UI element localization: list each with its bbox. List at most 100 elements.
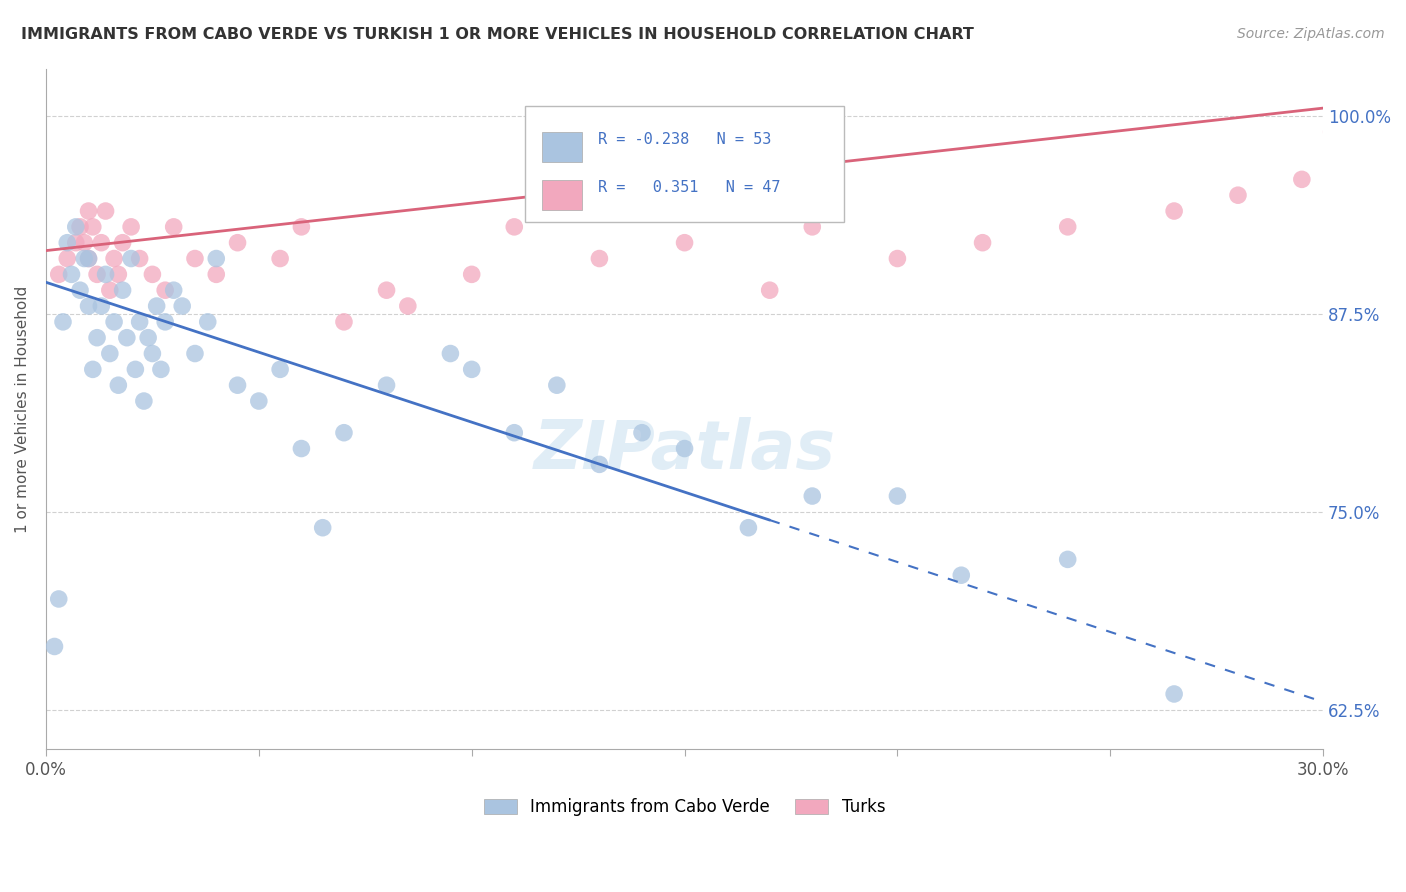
Text: R =   0.351   N = 47: R = 0.351 N = 47 — [598, 180, 780, 195]
Y-axis label: 1 or more Vehicles in Household: 1 or more Vehicles in Household — [15, 285, 30, 533]
Point — [56, 235, 79, 250]
Point — [205, 252, 228, 266]
Text: IMMIGRANTS FROM CABO VERDE VS TURKISH 1 OR MORE VEHICLES IN HOUSEHOLD CORRELATIO: IMMIGRANTS FROM CABO VERDE VS TURKISH 1 … — [21, 27, 974, 42]
Point — [77, 252, 100, 266]
Point — [107, 378, 129, 392]
Point — [128, 252, 150, 266]
Point — [1163, 687, 1185, 701]
Point — [1337, 93, 1360, 107]
Point — [503, 219, 526, 234]
Point — [77, 299, 100, 313]
Point — [86, 268, 108, 282]
Point — [396, 299, 419, 313]
Point — [77, 252, 100, 266]
Point — [673, 442, 696, 456]
Point — [312, 521, 335, 535]
Point — [333, 315, 356, 329]
FancyBboxPatch shape — [524, 106, 844, 222]
Point — [226, 378, 249, 392]
Point — [172, 299, 194, 313]
Point — [107, 268, 129, 282]
Point — [103, 315, 125, 329]
Point — [758, 283, 780, 297]
Point — [950, 568, 973, 582]
Point — [886, 489, 908, 503]
Point — [153, 283, 176, 297]
Point — [1056, 219, 1078, 234]
Point — [1227, 188, 1250, 202]
Point — [460, 362, 482, 376]
Point — [1350, 109, 1372, 123]
Point — [886, 252, 908, 266]
Point — [132, 394, 155, 409]
Point — [98, 346, 121, 360]
Point — [184, 346, 207, 360]
Point — [972, 235, 994, 250]
Point — [73, 235, 96, 250]
Point — [1341, 93, 1364, 107]
Point — [1163, 204, 1185, 219]
Point — [1056, 552, 1078, 566]
Point — [52, 315, 75, 329]
Point — [128, 315, 150, 329]
Point — [149, 362, 172, 376]
Point — [90, 235, 112, 250]
Point — [801, 489, 824, 503]
Text: Source: ZipAtlas.com: Source: ZipAtlas.com — [1237, 27, 1385, 41]
Point — [82, 362, 104, 376]
Point — [48, 591, 70, 606]
Point — [145, 299, 167, 313]
Point — [120, 252, 142, 266]
Point — [184, 252, 207, 266]
Point — [205, 268, 228, 282]
Point — [124, 362, 146, 376]
Bar — [541, 132, 582, 161]
Point — [588, 252, 610, 266]
Point — [1346, 101, 1368, 115]
Point — [44, 640, 66, 654]
Point — [333, 425, 356, 440]
Point — [48, 268, 70, 282]
Point — [1324, 109, 1347, 123]
Point — [290, 219, 312, 234]
Point — [103, 252, 125, 266]
Point — [141, 268, 163, 282]
Point — [94, 268, 117, 282]
Point — [111, 283, 134, 297]
Point — [290, 442, 312, 456]
Point — [77, 204, 100, 219]
Point — [375, 283, 398, 297]
Legend: Immigrants from Cabo Verde, Turks: Immigrants from Cabo Verde, Turks — [477, 791, 891, 822]
Point — [82, 219, 104, 234]
Point — [503, 425, 526, 440]
Point — [546, 378, 568, 392]
Point — [163, 219, 186, 234]
Point — [801, 219, 824, 234]
Bar — [541, 180, 582, 210]
Point — [737, 521, 759, 535]
Point — [631, 425, 654, 440]
Point — [120, 219, 142, 234]
Point — [94, 204, 117, 219]
Point — [460, 268, 482, 282]
Point — [86, 331, 108, 345]
Point — [60, 268, 83, 282]
Point — [673, 235, 696, 250]
Point — [98, 283, 121, 297]
Point — [56, 252, 79, 266]
Point — [153, 315, 176, 329]
Point — [588, 458, 610, 472]
Point — [439, 346, 461, 360]
Point — [69, 219, 91, 234]
Point — [197, 315, 219, 329]
Text: ZIPatlas: ZIPatlas — [533, 417, 835, 483]
Point — [90, 299, 112, 313]
Point — [65, 235, 87, 250]
Point — [1320, 125, 1343, 139]
Point — [1333, 101, 1355, 115]
Point — [269, 362, 291, 376]
Point — [269, 252, 291, 266]
Point — [69, 283, 91, 297]
Point — [226, 235, 249, 250]
Point — [136, 331, 159, 345]
